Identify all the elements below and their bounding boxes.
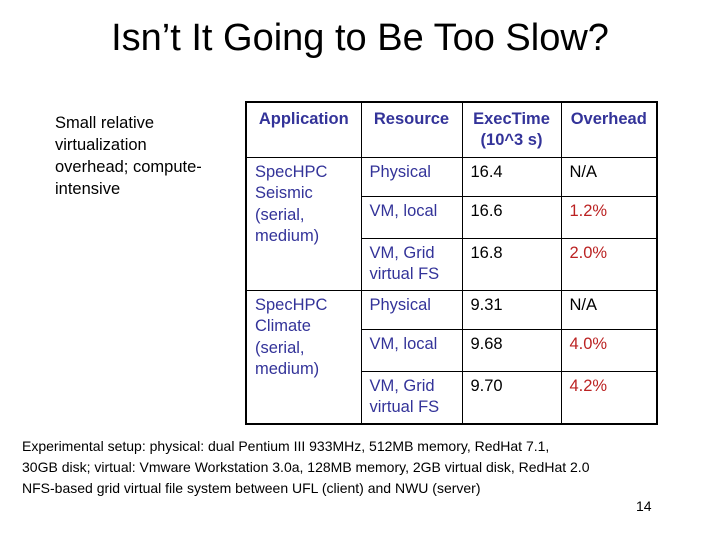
- experimental-setup-note: Experimental setup: physical: dual Penti…: [22, 436, 714, 499]
- table-row: VM, local 16.6 1.2%: [246, 196, 658, 239]
- table-row: VM, Grid virtual FS 16.8 2.0%: [246, 238, 658, 291]
- page-number: 14: [636, 498, 652, 514]
- exec-time-cell: 9.68: [461, 328, 562, 372]
- overhead-cell: N/A: [560, 157, 658, 197]
- exec-time-cell: 9.31: [461, 289, 562, 330]
- exec-time-cell: 16.6: [461, 196, 562, 239]
- col-header-exectime-line1: ExecTime: [473, 110, 550, 128]
- overhead-cell: 4.0%: [560, 328, 658, 372]
- table-header-row: Application Resource ExecTime (10^3 s) O…: [245, 101, 658, 158]
- footer-line: Experimental setup: physical: dual Penti…: [22, 438, 550, 454]
- col-header-exectime: ExecTime (10^3 s): [461, 101, 562, 158]
- overhead-cell: N/A: [560, 289, 658, 330]
- table-row: VM, Grid virtual FS 9.70 4.2%: [246, 370, 658, 425]
- page-title: Isn’t It Going to Be Too Slow?: [111, 17, 609, 59]
- col-header-application: Application: [245, 101, 362, 158]
- overhead-cell: 4.2%: [560, 370, 658, 425]
- exec-time-cell: 16.8: [461, 238, 562, 291]
- application-cell: SpecHPC Seismic (serial, medium): [245, 157, 362, 291]
- left-note: Small relative virtualization overhead; …: [55, 114, 202, 198]
- resource-cell: VM, local: [360, 196, 463, 239]
- overhead-cell: 2.0%: [560, 238, 658, 291]
- col-header-resource: Resource: [360, 101, 463, 158]
- footer-line: 30GB disk; virtual: Vmware Workstation 3…: [22, 459, 590, 475]
- col-header-overhead: Overhead: [560, 101, 658, 158]
- resource-cell: VM, local: [360, 328, 463, 372]
- resource-cell: VM, Grid virtual FS: [360, 370, 463, 425]
- resource-cell: Physical: [360, 289, 463, 330]
- results-table: Application Resource ExecTime (10^3 s) O…: [245, 101, 658, 425]
- overhead-cell: 1.2%: [560, 196, 658, 239]
- exec-time-cell: 9.70: [461, 370, 562, 425]
- col-header-exectime-line2: (10^3 s): [480, 131, 543, 150]
- footer-line: NFS-based grid virtual file system betwe…: [22, 480, 481, 496]
- resource-cell: Physical: [360, 157, 463, 197]
- exec-time-cell: 16.4: [461, 157, 562, 197]
- application-cell: SpecHPC Climate (serial, medium): [245, 289, 362, 425]
- table-row: SpecHPC Climate (serial, medium) Physica…: [245, 289, 658, 425]
- table-row: SpecHPC Seismic (serial, medium) Physica…: [245, 157, 658, 291]
- resource-cell: VM, Grid virtual FS: [360, 238, 463, 291]
